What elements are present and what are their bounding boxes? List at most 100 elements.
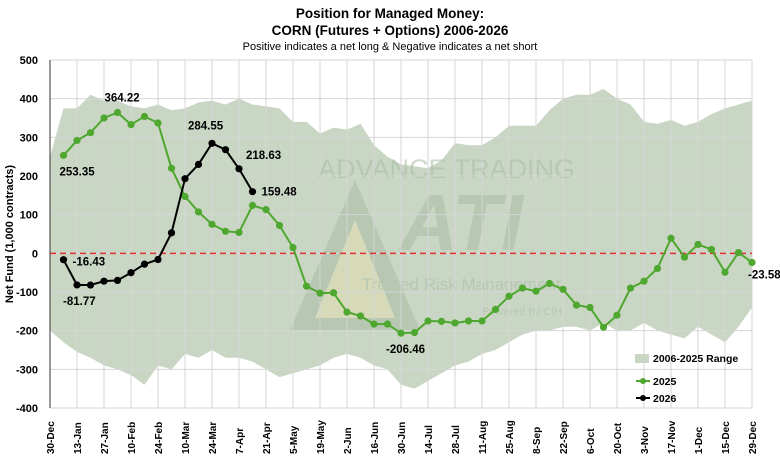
data-point-2026	[181, 175, 189, 183]
data-point-2025	[181, 192, 189, 201]
data-point-2025	[289, 243, 297, 252]
data-label: 218.63	[246, 150, 281, 162]
data-label: 253.35	[60, 166, 96, 178]
data-point-2025	[478, 317, 486, 325]
x-tick-label: 7-Apr	[235, 428, 246, 454]
y-tick-label: -400	[16, 403, 38, 415]
legend-marker-2025	[640, 378, 646, 384]
data-point-2025	[505, 292, 513, 300]
legend-marker-2026	[640, 395, 646, 401]
data-point-2025	[343, 308, 351, 316]
x-tick-label: 19-May	[316, 420, 327, 454]
data-point-2025	[370, 320, 378, 328]
x-tick-label: 15-Dec	[721, 421, 732, 454]
data-point-2025	[653, 264, 662, 273]
data-point-2025	[397, 329, 405, 337]
x-tick-label: 6-Oct	[586, 428, 597, 454]
chart-title-line2: CORN (Futures + Options) 2006-2026	[271, 23, 509, 38]
data-label: -206.46	[386, 344, 425, 356]
data-point-2025	[302, 282, 311, 290]
data-point-2026	[127, 269, 135, 277]
data-point-2025	[59, 151, 68, 159]
data-point-2025	[208, 220, 216, 228]
data-label: 364.22	[105, 93, 140, 105]
data-point-2025	[532, 287, 540, 295]
y-tick-label: 400	[20, 94, 38, 106]
data-label: 284.55	[188, 120, 224, 132]
data-point-2025	[694, 240, 702, 249]
data-point-2026	[140, 260, 149, 268]
data-label: -23.58	[748, 269, 780, 281]
data-point-2025	[383, 320, 392, 328]
data-point-2025	[100, 114, 108, 122]
data-point-2025	[86, 129, 95, 137]
x-tick-label: 27-Jan	[100, 422, 111, 454]
series-line-2025	[62, 111, 753, 335]
data-point-2025	[721, 268, 729, 276]
data-point-2025	[559, 285, 567, 293]
x-tick-label: 13-Jan	[73, 422, 84, 454]
y-tick-label: -300	[16, 364, 38, 376]
data-point-2025	[464, 317, 473, 325]
x-tick-label: 10-Feb	[127, 422, 138, 454]
y-tick-label: 500	[20, 55, 38, 67]
watermark-text: Powered by CIH	[482, 306, 562, 318]
data-point-2025	[680, 253, 689, 261]
x-tick-label: 28-Jul	[451, 425, 462, 454]
legend: 2006-2025 Range 2025 2026	[635, 353, 738, 405]
data-point-2025	[599, 323, 608, 331]
x-tick-label: 5-May	[289, 425, 300, 454]
data-point-2025	[221, 227, 230, 235]
x-tick-label: 21-Apr	[262, 422, 273, 454]
x-tick-label: 8-Sep	[532, 427, 543, 454]
x-tick-label: 30-Jun	[397, 422, 408, 454]
data-point-2025	[707, 245, 716, 254]
data-point-2026	[73, 281, 81, 289]
data-point-2025	[316, 289, 324, 297]
data-point-2026	[100, 277, 108, 285]
y-tick-label: 100	[20, 210, 38, 222]
x-tick-label: 29-Dec	[748, 421, 759, 454]
data-point-2025	[262, 206, 270, 214]
legend-label-range: 2006-2025 Range	[653, 353, 738, 365]
y-tick-label: 200	[20, 171, 38, 183]
data-point-2025	[613, 311, 621, 319]
data-point-2025	[734, 248, 743, 257]
data-point-2026	[221, 146, 230, 154]
x-tick-label: 24-Mar	[208, 422, 219, 454]
data-point-2026	[167, 229, 176, 237]
data-point-2026	[154, 255, 162, 264]
data-point-2025	[626, 284, 635, 292]
data-point-2025	[437, 317, 446, 325]
data-point-2025	[451, 319, 459, 327]
y-tick-label: -100	[16, 287, 38, 299]
data-point-2025	[491, 305, 500, 313]
data-point-2025	[356, 312, 365, 320]
data-point-2025	[640, 277, 648, 285]
data-point-2025	[518, 284, 527, 292]
chart-title-line1: Position for Managed Money:	[295, 6, 485, 21]
x-tick-label: 1-Dec	[694, 426, 705, 454]
data-point-2026	[208, 139, 216, 147]
data-point-2026	[194, 160, 203, 168]
data-point-2025	[73, 136, 81, 145]
data-point-2026	[59, 256, 68, 264]
data-point-2025	[586, 303, 594, 312]
x-tick-label: 14-Jul	[424, 425, 435, 454]
x-tick-label: 11-Aug	[478, 421, 489, 454]
x-tick-label: 24-Feb	[154, 422, 165, 454]
watermark-text: ATI	[398, 178, 525, 267]
data-point-2026	[86, 281, 95, 289]
data-point-2026	[248, 188, 257, 196]
data-point-2025	[127, 120, 135, 129]
x-tick-label: 2-Jun	[343, 427, 354, 454]
x-tick-label: 10-Mar	[181, 422, 192, 454]
data-point-2025	[140, 112, 149, 121]
data-point-2025	[572, 301, 581, 309]
y-tick-label: 0	[32, 248, 38, 260]
x-tick-label: 16-Jun	[370, 422, 381, 454]
x-tick-label: 30-Dec	[46, 421, 57, 454]
x-tick-label: 3-Nov	[640, 426, 651, 454]
data-label: -81.77	[63, 296, 96, 308]
